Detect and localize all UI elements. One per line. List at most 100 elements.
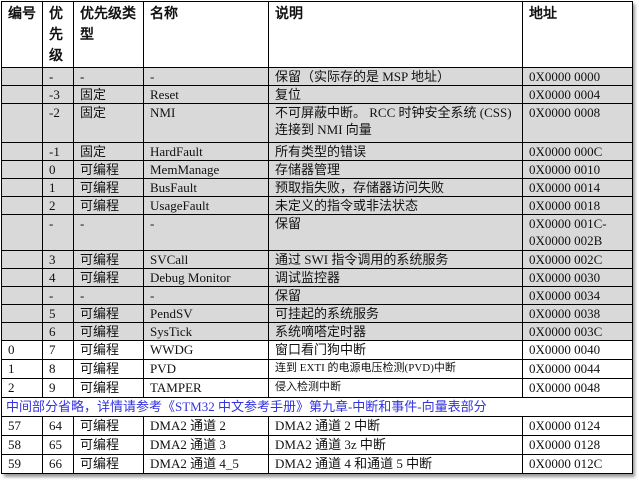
cell-description: 通过 SWI 指令调用的系统服务 (268, 250, 523, 269)
cell-priority: -3 (42, 85, 74, 104)
cell-priority: 4 (42, 268, 74, 287)
cell-description: 系统嘀嗒定时器 (268, 322, 523, 341)
cell-address: 0X0000 003C (522, 322, 633, 341)
cell-number (1, 250, 43, 269)
cell-priority: 3 (42, 250, 74, 269)
cell-priority: 1 (42, 178, 74, 197)
cell-name: WWDG (143, 340, 269, 360)
cell-priority-type: 固定 (73, 85, 144, 104)
cell-name: NMI (143, 103, 269, 143)
cell-priority: 66 (42, 454, 74, 474)
cell-number (1, 103, 43, 143)
cell-priority-type: 固定 (73, 103, 144, 143)
cell-priority: - (42, 214, 74, 251)
cell-address: 0X0000 0048 (522, 378, 633, 398)
interrupt-vector-table-container: 编号 优先级 优先级类型 名称 说明 地址 - - - 保留（实际存的是 MSP 地址… (1, 1, 633, 474)
cell-number (1, 322, 43, 341)
table-row: 0 可编程 MemManage 存储器管理 0X0000 0010 (1, 160, 633, 179)
cell-number: 58 (1, 435, 43, 455)
cell-name: DMA2 通道 2 (143, 416, 269, 436)
cell-description: 未定义的指令或非法状态 (268, 196, 523, 215)
cell-address: 0X0000 0014 (522, 178, 633, 197)
table-row: 1 可编程 BusFault 预取指失败，存储器访问失败 0X0000 0014 (1, 178, 633, 197)
table-row: 1 8 可编程 PVD 连到 EXTI 的电源电压检测(PVD)中断 0X0000 004… (1, 359, 633, 379)
cell-address: 0X0000 0030 (522, 268, 633, 287)
header-number: 编号 (1, 1, 43, 68)
cell-priority: 0 (42, 160, 74, 179)
cell-priority-type: 可编程 (73, 178, 144, 197)
cell-name: - (143, 286, 269, 305)
cell-priority-type: 可编程 (73, 196, 144, 215)
cell-priority: 64 (42, 416, 74, 436)
cell-priority-type: 可编程 (73, 416, 144, 436)
cell-description: 预取指失败，存储器访问失败 (268, 178, 523, 197)
cell-priority: -1 (42, 142, 74, 161)
table-row: 57 64 可编程 DMA2 通道 2 DMA2 通道 2 中断 0X0000 0124 (1, 416, 633, 436)
header-priority: 优先级 (42, 1, 74, 68)
omitted-section-note: 中间部分省略，详情请参考《STM32 中文参考手册》第九章-中断和事件-向量表部… (1, 397, 633, 417)
cell-number (1, 142, 43, 161)
cell-address: 0X0000 012C (522, 454, 633, 474)
cell-priority-type: 可编程 (73, 250, 144, 269)
cell-description: 保留 (268, 214, 523, 251)
cell-address: 0X0000 0124 (522, 416, 633, 436)
cell-description: DMA2 通道 4 和通道 5 中断 (268, 454, 523, 474)
cell-number (1, 268, 43, 287)
cell-number: 57 (1, 416, 43, 436)
cell-number (1, 160, 43, 179)
cell-priority: 8 (42, 359, 74, 379)
cell-address: 0X0000 0000 (522, 67, 633, 86)
cell-name: PendSV (143, 304, 269, 323)
cell-priority: 6 (42, 322, 74, 341)
cell-number (1, 67, 43, 86)
header-priority-type: 优先级类型 (73, 1, 144, 68)
table-row: 2 9 可编程 TAMPER 侵入检测中断 0X0000 0048 (1, 378, 633, 398)
cell-priority-type: - (73, 286, 144, 305)
cell-number (1, 196, 43, 215)
cell-priority-type: 固定 (73, 142, 144, 161)
table-row: 2 可编程 UsageFault 未定义的指令或非法状态 0X0000 0018 (1, 196, 633, 215)
cell-number: 0 (1, 340, 43, 360)
cell-name: BusFault (143, 178, 269, 197)
cell-name: SVCall (143, 250, 269, 269)
cell-name: Debug Monitor (143, 268, 269, 287)
table-row: 3 可编程 SVCall 通过 SWI 指令调用的系统服务 0X0000 002C (1, 250, 633, 269)
cell-priority: 5 (42, 304, 74, 323)
cell-address: 0X0000 000C (522, 142, 633, 161)
cell-number (1, 214, 43, 251)
cell-priority-type: - (73, 67, 144, 86)
cell-number (1, 178, 43, 197)
cell-number (1, 304, 43, 323)
header-row: 编号 优先级 优先级类型 名称 说明 地址 (1, 1, 633, 68)
cell-number (1, 85, 43, 104)
cell-description: 不可屏蔽中断。 RCC 时钟安全系统 (CSS) 连接到 NMI 向量 (268, 103, 523, 143)
cell-priority-type: 可编程 (73, 454, 144, 474)
cell-address: 0X0000 0018 (522, 196, 633, 215)
cell-priority: 9 (42, 378, 74, 398)
cell-name: MemManage (143, 160, 269, 179)
cell-name: PVD (143, 359, 269, 379)
cell-address: 0X0000 0004 (522, 85, 633, 104)
cell-address: 0X0000 0034 (522, 286, 633, 305)
cell-address: 0X0000 0038 (522, 304, 633, 323)
cell-description: DMA2 通道 3z 中断 (268, 435, 523, 455)
cell-priority-type: - (73, 214, 144, 251)
cell-description: 连到 EXTI 的电源电压检测(PVD)中断 (268, 359, 523, 379)
table-row: - - - 保留 0X0000 001C- 0X0000 002B (1, 214, 633, 251)
cell-priority-type: 可编程 (73, 268, 144, 287)
cell-number: 59 (1, 454, 43, 474)
cell-priority-type: 可编程 (73, 435, 144, 455)
cell-priority-type: 可编程 (73, 359, 144, 379)
header-name: 名称 (143, 1, 269, 68)
cell-priority: 2 (42, 196, 74, 215)
cell-name: DMA2 通道 3 (143, 435, 269, 455)
cell-address: 0X0000 002C (522, 250, 633, 269)
cell-name: HardFault (143, 142, 269, 161)
cell-address: 0X0000 001C- 0X0000 002B (522, 214, 633, 251)
cell-name: DMA2 通道 4_5 (143, 454, 269, 474)
cell-number (1, 286, 43, 305)
table-row: - - - 保留 0X0000 0034 (1, 286, 633, 305)
cell-priority: 7 (42, 340, 74, 360)
table-row: -3 固定 Reset 复位 0X0000 0004 (1, 85, 633, 104)
cell-description: 存储器管理 (268, 160, 523, 179)
